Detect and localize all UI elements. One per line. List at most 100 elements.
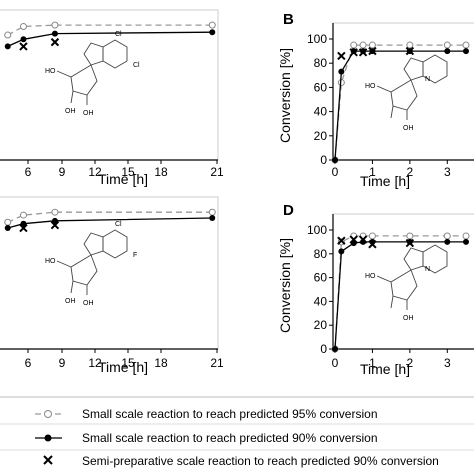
- molecule-structure: Cl Cl HO OH OH: [45, 31, 140, 117]
- data-point-prep: [349, 235, 358, 244]
- cross-stroke: [405, 46, 415, 56]
- ribose-bond: [376, 275, 392, 283]
- y-tick-label: 0: [320, 153, 327, 167]
- x-tick-label: 6: [25, 356, 32, 370]
- imidazole-ring: [403, 57, 424, 81]
- y-tick-label: 40: [314, 105, 328, 119]
- y-tick-label: 80: [314, 56, 328, 70]
- data-point-95: [359, 41, 367, 49]
- data-point-95: [51, 21, 59, 29]
- molecule-atom-label: HO: [45, 258, 56, 265]
- data-point-95: [443, 232, 451, 240]
- cross-stroke: [358, 48, 368, 57]
- x-tick-label: 21: [210, 165, 224, 179]
- series-line-95: [334, 235, 466, 350]
- y-axis-label: Conversion [%]: [277, 238, 293, 333]
- cross-stroke: [50, 37, 60, 47]
- x-tick-label: 21: [210, 356, 224, 370]
- data-point-prep: [358, 235, 368, 244]
- ribose-bond: [70, 280, 74, 294]
- x-tick-label: 9: [59, 356, 66, 370]
- cross-stroke: [405, 238, 415, 248]
- x-axis-label: Time [h]: [98, 359, 148, 375]
- ribose-bond: [56, 70, 72, 78]
- cross-stroke: [337, 51, 346, 61]
- molecule-atom-label: OH: [83, 110, 94, 117]
- data-point-prep: [368, 240, 377, 249]
- molecule-atom-label: OH: [65, 108, 76, 115]
- legend-filled-circle-marker: [44, 434, 52, 442]
- y-tick-label: 20: [314, 129, 328, 143]
- y-tick-label: 60: [314, 271, 328, 285]
- y-tick-label: 20: [314, 318, 328, 332]
- series-line-90: [334, 50, 466, 161]
- molecule-atom-label: HO: [45, 68, 56, 75]
- molecule-structure: N HO OH: [365, 244, 448, 322]
- molecule-atom-label: OH: [403, 315, 414, 322]
- data-point-95: [443, 41, 451, 49]
- data-point-90: [20, 36, 27, 43]
- x-tick-label: 12: [88, 165, 102, 179]
- data-point-90: [444, 238, 451, 245]
- molecule-atom-label: F: [133, 252, 137, 259]
- data-point-90: [4, 43, 11, 50]
- data-point-90: [338, 68, 345, 75]
- data-point-95: [462, 41, 470, 49]
- data-point-prep: [358, 48, 368, 57]
- y-tick-label: 100: [307, 223, 327, 237]
- molecule-atom-label: Cl: [115, 31, 122, 38]
- legend: Small scale reaction to reach predicted …: [0, 396, 474, 468]
- cross-stroke: [358, 235, 368, 244]
- data-point-prep: [405, 238, 415, 248]
- x-tick-label: 3: [444, 165, 451, 179]
- panel-c: 6 9 12 15 18 21 Time [h] Cl F HO OH OH: [0, 196, 224, 375]
- data-point-prep: [349, 48, 358, 57]
- imidazole-ring: [403, 247, 424, 271]
- data-point-90: [332, 157, 338, 163]
- data-point-95: [19, 23, 27, 31]
- data-point-prep: [19, 223, 28, 233]
- data-point-95: [4, 31, 12, 39]
- x-tick-label: 18: [154, 165, 168, 179]
- molecule-structure: N HO OH: [365, 54, 448, 132]
- molecule-atom-label: OH: [403, 125, 414, 132]
- molecule-atom-label: OH: [65, 298, 76, 305]
- y-tick-label: 100: [307, 32, 327, 46]
- data-point-95: [208, 21, 216, 29]
- panel-b: 0 1 2 3 0 20 40 60 80 100 Time [h] Conversion [%] B N…: [277, 11, 474, 189]
- ribose-ring: [390, 269, 418, 301]
- molecule-atom-label: N: [425, 266, 430, 273]
- panel-a: 6 9 12 15 18 21 Time [h] Cl Cl HO OH OH: [0, 9, 224, 187]
- series-line-95: [334, 44, 466, 161]
- data-point-95: [406, 41, 414, 49]
- x-tick-label: 3: [444, 356, 451, 370]
- data-point-90: [444, 48, 451, 55]
- panel-d: 0 1 2 3 0 20 40 60 80 100 Time [h] Conversion [%] D N…: [277, 202, 474, 377]
- data-point-90: [209, 29, 216, 36]
- molecule-atom-label: Cl: [115, 221, 122, 228]
- ribose-bond: [56, 260, 72, 268]
- cross-stroke: [349, 235, 358, 244]
- x-axis-label: Time [h]: [360, 173, 410, 189]
- molecule-atom-label: N: [425, 76, 430, 83]
- panel-letter: D: [283, 202, 294, 219]
- legend-entry-prep: Semi-preparative scale reaction to reach…: [43, 454, 439, 468]
- data-point-95: [368, 41, 376, 49]
- data-point-90: [338, 248, 345, 255]
- x-tick-label: 18: [154, 356, 168, 370]
- y-tick-label: 80: [314, 247, 328, 261]
- data-point-90: [51, 30, 58, 37]
- imidazole-ring: [83, 232, 104, 256]
- cross-stroke: [349, 48, 358, 57]
- data-point-prep: [50, 220, 60, 230]
- molecule-atom-label: HO: [365, 83, 376, 90]
- data-point-95: [4, 218, 12, 226]
- legend-label-95: Small scale reaction to reach predicted …: [82, 407, 378, 421]
- data-point-90: [332, 346, 338, 352]
- data-point-prep: [337, 236, 346, 245]
- x-tick-label: 0: [332, 165, 339, 179]
- ribose-ring: [70, 254, 98, 286]
- ribose-ring: [390, 79, 418, 111]
- legend-cross-marker: [43, 455, 53, 465]
